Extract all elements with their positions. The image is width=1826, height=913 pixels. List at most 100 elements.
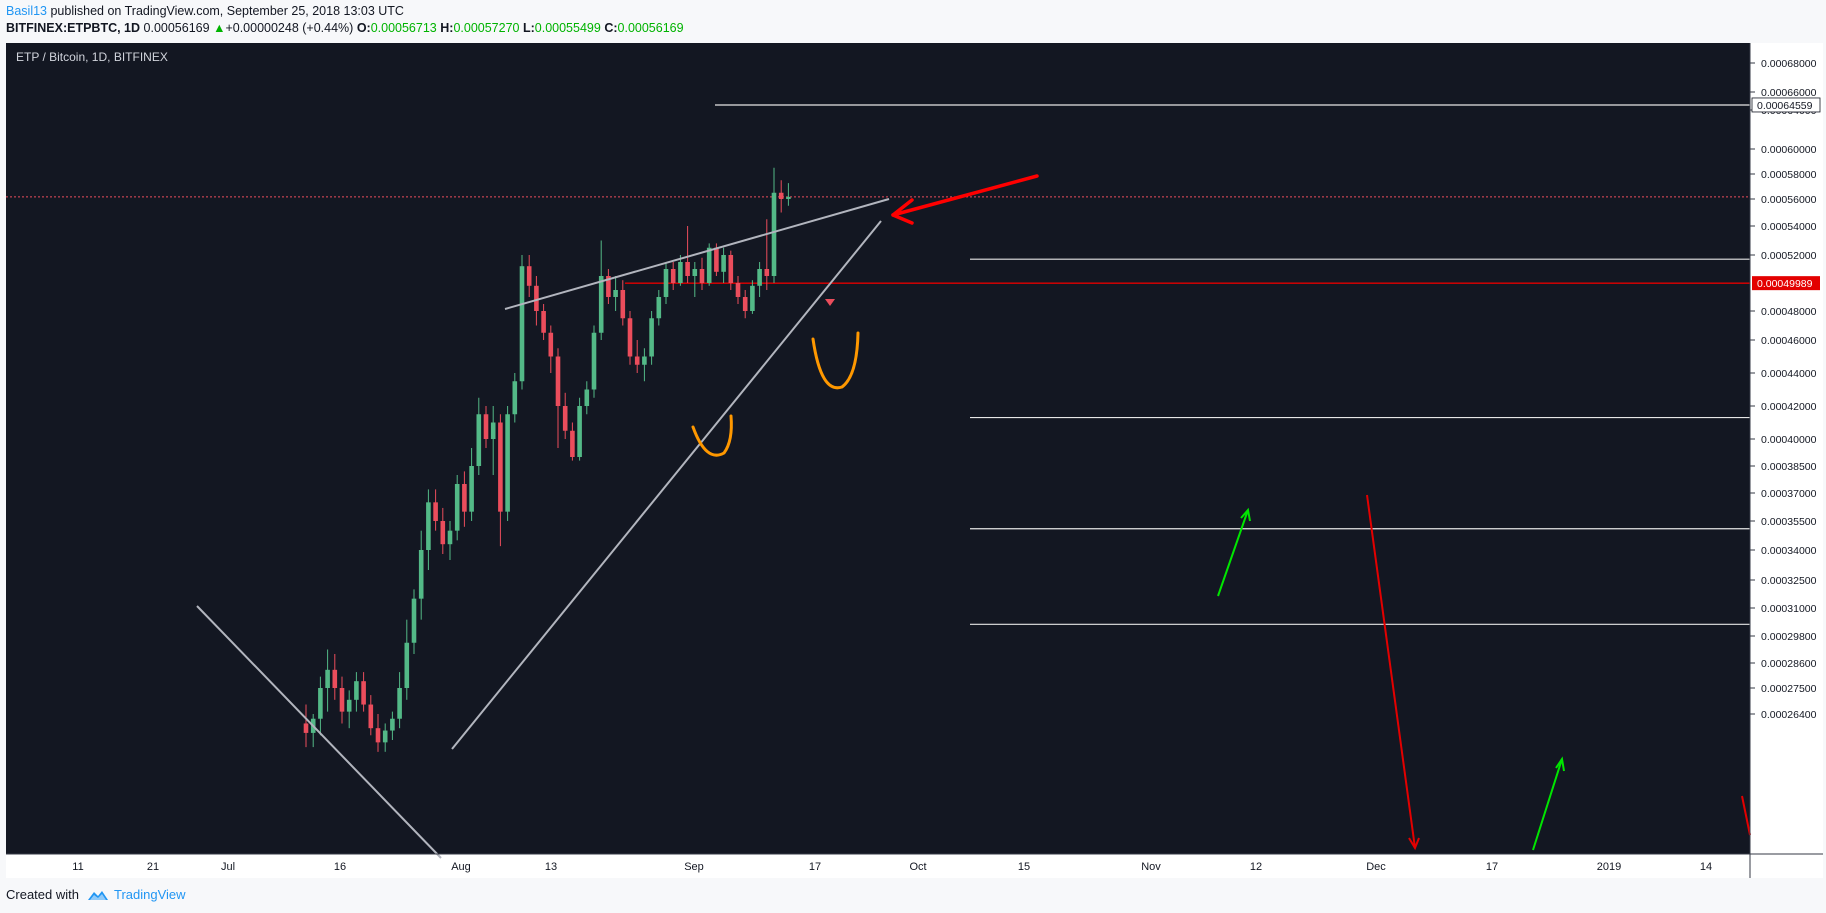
candle[interactable] (354, 672, 359, 712)
tradingview-link[interactable]: TradingView (87, 887, 186, 902)
candle[interactable] (627, 311, 633, 365)
candle[interactable] (570, 422, 575, 461)
time-axis[interactable]: 11 21 Jul 16 Aug 13 Sep 17 Oct 15 Nov 12 Dec 17 2019 14 (72, 861, 1712, 873)
candle[interactable] (447, 521, 453, 560)
time-tick-label: Nov (1141, 861, 1161, 873)
plot-area[interactable] (6, 43, 1750, 854)
candle[interactable] (685, 226, 690, 283)
descending-trendline[interactable] (196, 605, 442, 859)
candle[interactable] (656, 290, 662, 326)
candle[interactable] (670, 262, 676, 290)
candle[interactable] (476, 397, 482, 475)
candle[interactable] (325, 649, 330, 712)
candle-body (433, 502, 438, 521)
green-arrow-shaft[interactable] (1217, 509, 1249, 597)
price-chart[interactable]: 0.000680000.000660000.000640000.00060000… (6, 43, 1823, 878)
candle[interactable] (303, 704, 309, 748)
candle[interactable] (490, 406, 496, 475)
resistance-price-label-text: 0.00049989 (1757, 278, 1813, 290)
price-tick-label: 0.00058000 (1761, 169, 1817, 181)
upper-wedge-line[interactable] (504, 198, 890, 310)
orange-cup-marker[interactable] (691, 414, 733, 457)
time-tick-label: 11 (72, 861, 83, 873)
candle[interactable] (411, 589, 417, 654)
candle[interactable] (397, 672, 402, 729)
orange-cup-marker[interactable] (811, 331, 860, 390)
candle[interactable] (548, 325, 554, 374)
candle[interactable] (757, 262, 762, 297)
red-down-line[interactable] (1366, 494, 1416, 849)
candle[interactable] (620, 280, 626, 326)
candle[interactable] (642, 348, 647, 382)
candle-body (382, 730, 388, 743)
candle[interactable] (505, 406, 510, 521)
candle[interactable] (361, 672, 366, 712)
candle[interactable] (339, 676, 345, 724)
candle[interactable] (469, 448, 474, 521)
candle[interactable] (418, 530, 424, 620)
candle[interactable] (332, 654, 338, 700)
candle[interactable] (786, 183, 791, 206)
candle[interactable] (649, 311, 654, 365)
red-arrow-shaft[interactable] (891, 174, 1039, 217)
candle[interactable] (454, 475, 460, 541)
candle[interactable] (591, 325, 597, 398)
candle[interactable] (368, 695, 374, 736)
candle[interactable] (498, 414, 503, 547)
candle[interactable] (404, 619, 410, 700)
candle[interactable] (634, 340, 640, 373)
published-text: published on TradingView.com, September … (50, 4, 404, 18)
candle[interactable] (663, 262, 669, 304)
candle[interactable] (699, 257, 705, 290)
red-down-arrow-head-icon (1408, 837, 1420, 851)
candle[interactable] (577, 397, 582, 461)
candle[interactable] (462, 471, 467, 527)
price-tick-label: 0.00031000 (1761, 603, 1817, 615)
candle[interactable] (541, 304, 546, 340)
candle[interactable] (692, 262, 698, 297)
candle[interactable] (562, 392, 568, 439)
price-tick-label: 0.00056000 (1761, 194, 1817, 206)
price-tick-label: 0.00066000 (1761, 87, 1817, 99)
price-axis[interactable]: 0.000680000.000660000.000640000.00060000… (1750, 58, 1821, 721)
candle[interactable] (318, 676, 323, 736)
candle[interactable] (426, 489, 431, 570)
author-link[interactable]: Basil13 (6, 4, 47, 18)
candle-body (699, 269, 705, 283)
candle[interactable] (764, 219, 770, 290)
candle[interactable] (584, 381, 590, 415)
candle-body (685, 262, 690, 276)
candle[interactable] (519, 255, 525, 390)
rising-trendline[interactable] (451, 220, 882, 750)
candle[interactable] (742, 290, 748, 319)
candle[interactable] (750, 280, 755, 314)
candle-body (375, 728, 381, 743)
candle[interactable] (778, 180, 784, 213)
candle-body (656, 297, 662, 319)
candle[interactable] (382, 723, 388, 752)
candle[interactable] (771, 167, 777, 283)
candle[interactable] (375, 714, 381, 752)
price-tick-label: 0.00037000 (1761, 488, 1817, 500)
candle[interactable] (678, 255, 683, 286)
candle-body (390, 718, 395, 731)
green-arrow-shaft[interactable] (1532, 758, 1563, 851)
red-down-line[interactable] (1741, 795, 1751, 836)
candle[interactable] (721, 247, 726, 283)
chart-panel[interactable]: 0.000680000.000660000.000640000.00060000… (6, 43, 1823, 878)
candle[interactable] (526, 255, 532, 297)
candle[interactable] (598, 240, 604, 341)
candle[interactable] (728, 250, 734, 290)
candle-body (512, 381, 518, 415)
candle[interactable] (346, 690, 352, 729)
candle[interactable] (512, 373, 518, 423)
candle-body (397, 688, 402, 719)
candle[interactable] (735, 276, 741, 304)
candle[interactable] (606, 269, 611, 304)
candle[interactable] (483, 406, 489, 448)
candle[interactable] (613, 276, 618, 311)
candle[interactable] (555, 348, 561, 448)
candle[interactable] (433, 489, 438, 531)
candle[interactable] (440, 507, 446, 554)
candle[interactable] (390, 711, 395, 740)
